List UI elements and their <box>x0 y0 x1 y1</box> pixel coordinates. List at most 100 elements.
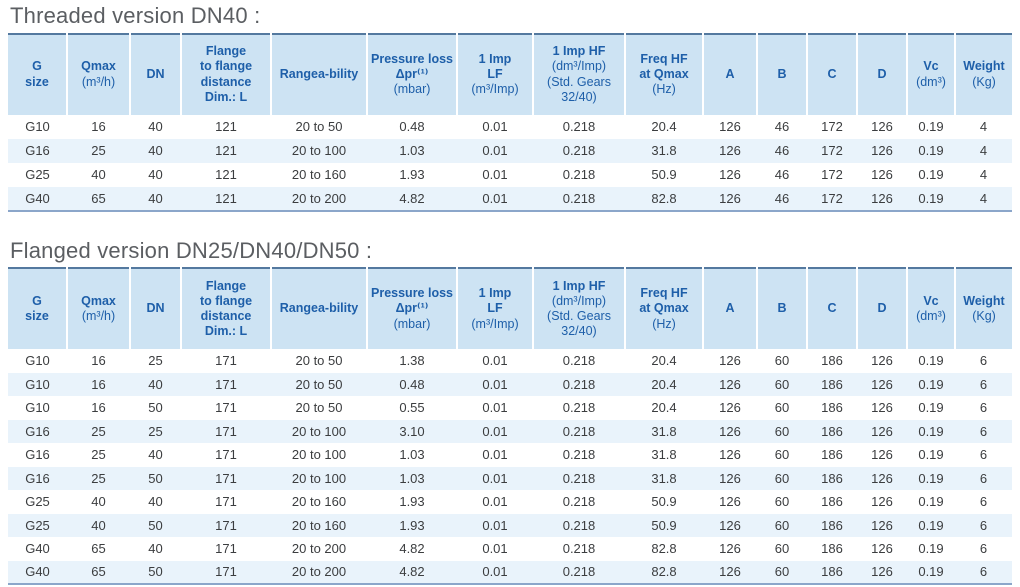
table-row: G16 25 40 121 20 to 100 1.03 0.01 0.218 31.8 126 4… <box>8 138 1012 163</box>
column-header-unit: 32/40) <box>561 324 597 339</box>
table-cell: 20 to 50 <box>295 353 343 369</box>
column-header-unit: (dm³/Imp) <box>551 293 607 308</box>
table-cell: 0.218 <box>562 470 596 486</box>
table-cell: 25 <box>91 470 106 486</box>
column-header-unit: (Std. Gears <box>547 309 611 323</box>
table-cell: G10 <box>25 353 50 369</box>
table-cell: 4 <box>979 167 988 182</box>
table-cell: 20 to 160 <box>291 517 347 533</box>
table-cell: 0.218 <box>562 190 596 206</box>
table-cell: 126 <box>871 143 893 158</box>
column-header-label: Δpr⁽¹⁾ <box>395 66 429 81</box>
table-cell: 0.48 <box>399 119 425 134</box>
column-header-label: Vc <box>923 293 939 308</box>
column-header: Qmax (m³/h) <box>67 33 131 115</box>
column-header-unit: (m³/Imp) <box>471 316 519 331</box>
table-cell: 0.218 <box>562 494 596 510</box>
table-cell: 0.218 <box>562 517 596 533</box>
table-cell: 0.01 <box>482 190 508 206</box>
table-cell: 186 <box>821 564 843 580</box>
column-header-unit: (dm³) <box>916 74 946 89</box>
column-header-unit: (dm³) <box>916 309 946 323</box>
table-row: G10 16 25 171 20 to 50 1.38 0.01 0.218 20.4 126 60… <box>8 349 1012 373</box>
table-cell: 6 <box>979 517 988 533</box>
column-header-unit: (dm³/Imp) <box>551 59 607 74</box>
table-cell: 186 <box>821 423 843 439</box>
table-cell: 82.8 <box>651 564 677 580</box>
column-header: C <box>807 33 858 115</box>
column-header: D <box>857 268 908 349</box>
column-header-label: Rangea-bility <box>279 301 359 316</box>
table-cell: 0.218 <box>562 376 596 392</box>
table-cell: 60 <box>774 517 790 533</box>
column-header-label: to flange <box>199 59 253 74</box>
column-header-unit: (Kg) <box>972 309 996 323</box>
table-cell: 25 <box>91 447 106 463</box>
table-cell: 171 <box>215 517 237 533</box>
table-cell: 20.4 <box>651 400 677 416</box>
table-cell: 0.01 <box>482 447 508 463</box>
table-cell: 31.8 <box>651 423 677 439</box>
column-header-label: LF <box>487 301 503 316</box>
table-cell: 0.19 <box>918 143 944 158</box>
column-header: Vc (dm³) <box>907 33 956 115</box>
table-cell: 0.19 <box>918 353 944 369</box>
column-header-label: Weight <box>963 59 1005 74</box>
table-row: G40 65 40 121 20 to 200 4.82 0.01 0.218 82.8 126 4… <box>8 186 1012 211</box>
column-header-label: D <box>877 66 887 81</box>
table-cell: G40 <box>25 541 50 557</box>
table-row: G16 25 25 171 20 to 100 3.10 0.01 0.218 31.8 126 6… <box>8 419 1012 443</box>
table-cell: 60 <box>774 494 790 510</box>
column-header: A <box>703 268 758 349</box>
table-cell: 6 <box>979 564 988 580</box>
table-cell: 121 <box>215 119 237 134</box>
table-cell: 31.8 <box>651 447 677 463</box>
table-cell: 171 <box>215 541 237 557</box>
column-header-unit: (Kg) <box>972 74 996 89</box>
table-cell: 50.9 <box>651 167 677 182</box>
column-header-label: size <box>25 309 49 323</box>
table-cell: 6 <box>979 470 988 486</box>
table-cell: 126 <box>719 400 741 416</box>
table-cell: 60 <box>774 541 790 557</box>
table-cell: 40 <box>148 190 163 206</box>
column-header-label: B <box>777 301 787 316</box>
table-cell: 20 to 100 <box>291 423 347 439</box>
table-cell: 60 <box>774 353 790 369</box>
column-header: 1 Imp HF (dm³/Imp) (Std. Gears 32/40) <box>533 268 626 349</box>
table-cell: 0.218 <box>562 167 596 182</box>
column-header-label: LF <box>487 66 503 81</box>
table-cell: 186 <box>821 400 843 416</box>
table-cell: 126 <box>719 353 741 369</box>
table-cell: 126 <box>871 190 893 206</box>
table-cell: 0.19 <box>918 470 944 486</box>
column-header: Pressure loss Δpr⁽¹⁾ (mbar) <box>367 33 458 115</box>
table-cell: 82.8 <box>651 190 677 206</box>
column-header-label: 1 Imp HF <box>552 44 606 58</box>
table-row: G25 40 50 171 20 to 160 1.93 0.01 0.218 50.9 126 6… <box>8 513 1012 537</box>
table-cell: 126 <box>871 541 893 557</box>
table-cell: 0.218 <box>562 541 596 557</box>
column-header-label: Flange <box>205 44 247 58</box>
column-header-label: B <box>777 66 787 81</box>
table-cell: 126 <box>871 447 893 463</box>
table-cell: 20 to 100 <box>291 143 347 158</box>
section-title-threaded: Threaded version DN40 : <box>10 3 261 28</box>
table-cell: 186 <box>821 517 843 533</box>
table-row: G10 16 40 121 20 to 50 0.48 0.01 0.218 20.4 126 46… <box>8 115 1012 139</box>
table-cell: 0.19 <box>918 564 944 580</box>
column-header-unit: (Hz) <box>652 316 676 331</box>
table-cell: 126 <box>871 494 893 510</box>
table-cell: G40 <box>25 564 50 580</box>
table-cell: 40 <box>148 447 163 463</box>
table-cell: 50.9 <box>651 517 677 533</box>
column-header-unit: (Hz) <box>652 82 676 97</box>
table-cell: 0.55 <box>399 400 425 416</box>
column-header-label: Δpr⁽¹⁾ <box>395 301 429 316</box>
table-cell: 40 <box>148 143 163 158</box>
table-cell: 20 to 100 <box>291 447 347 463</box>
column-header: D <box>857 33 908 115</box>
table-cell: 0.01 <box>482 143 508 158</box>
table-cell: 25 <box>148 353 163 369</box>
